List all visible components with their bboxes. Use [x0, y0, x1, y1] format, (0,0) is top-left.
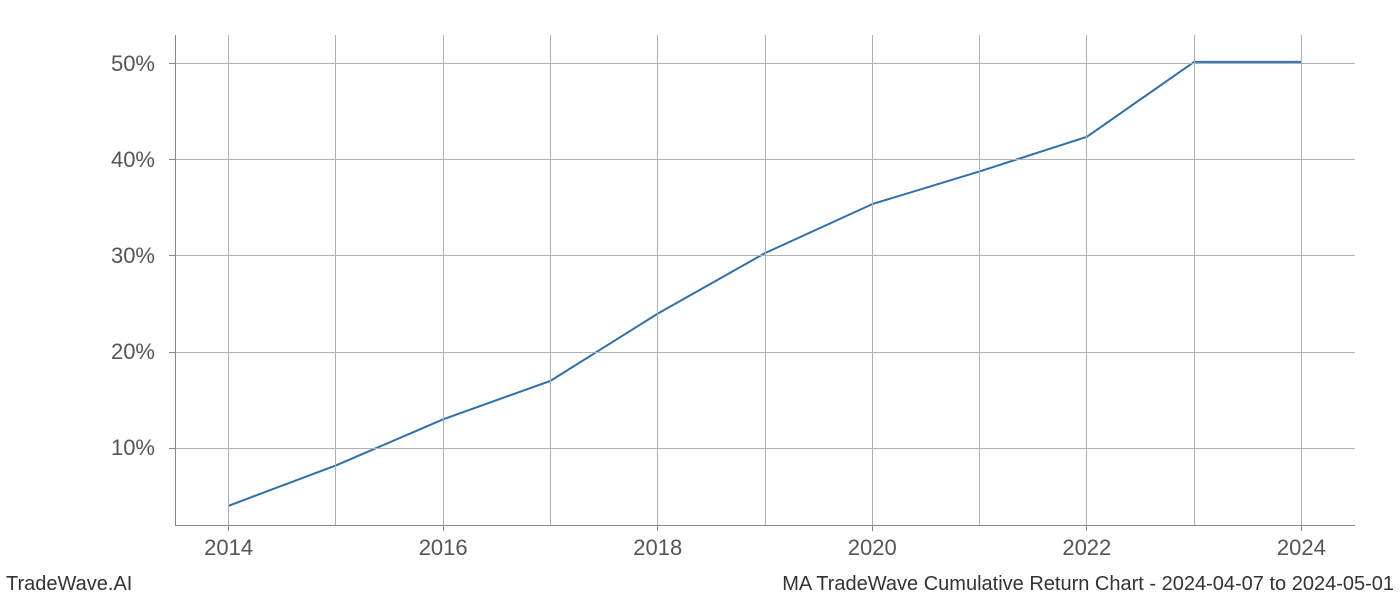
y-axis-spine	[175, 35, 176, 525]
x-tick-mark	[228, 525, 229, 531]
grid-line-vertical	[1194, 35, 1195, 525]
x-axis-spine	[175, 525, 1355, 526]
x-tick-mark	[1301, 525, 1302, 531]
grid-line-vertical	[1301, 35, 1302, 525]
x-tick-mark	[443, 525, 444, 531]
grid-line-vertical	[872, 35, 873, 525]
x-tick-label: 2014	[204, 535, 253, 561]
grid-line-vertical	[1086, 35, 1087, 525]
grid-line-vertical	[979, 35, 980, 525]
x-tick-mark	[872, 525, 873, 531]
footer-left-label: TradeWave.AI	[6, 573, 132, 596]
x-tick-mark	[1086, 525, 1087, 531]
x-tick-label: 2016	[419, 535, 468, 561]
line-series	[0, 0, 1400, 600]
y-tick-label: 20%	[0, 339, 155, 365]
x-tick-label: 2020	[848, 535, 897, 561]
y-tick-label: 50%	[0, 51, 155, 77]
grid-line-vertical	[335, 35, 336, 525]
chart-container: TradeWave.AI MA TradeWave Cumulative Ret…	[0, 0, 1400, 600]
grid-line-vertical	[765, 35, 766, 525]
grid-line-vertical	[443, 35, 444, 525]
x-tick-label: 2022	[1062, 535, 1111, 561]
grid-line-vertical	[550, 35, 551, 525]
footer-right-label: MA TradeWave Cumulative Return Chart - 2…	[782, 573, 1394, 596]
x-tick-label: 2018	[633, 535, 682, 561]
x-tick-mark	[657, 525, 658, 531]
y-tick-label: 30%	[0, 243, 155, 269]
grid-line-vertical	[228, 35, 229, 525]
y-tick-label: 10%	[0, 435, 155, 461]
grid-line-vertical	[657, 35, 658, 525]
y-tick-label: 40%	[0, 147, 155, 173]
x-tick-label: 2024	[1277, 535, 1326, 561]
